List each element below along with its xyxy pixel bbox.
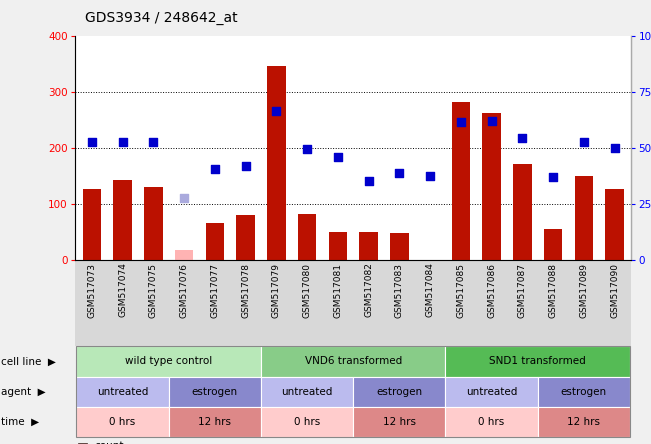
Bar: [267, 66, 286, 260]
Point: [363, 178, 374, 185]
Text: 0 hrs: 0 hrs: [478, 417, 505, 427]
Point: [210, 165, 220, 172]
Bar: [175, 250, 193, 260]
Text: wild type control: wild type control: [125, 357, 212, 366]
Bar: [390, 234, 409, 260]
Text: SND1 transformed: SND1 transformed: [490, 357, 586, 366]
Bar: [359, 232, 378, 260]
Text: estrogen: estrogen: [376, 387, 422, 396]
Text: untreated: untreated: [281, 387, 333, 396]
Text: GDS3934 / 248642_at: GDS3934 / 248642_at: [85, 11, 237, 25]
Point: [117, 139, 128, 146]
Point: [517, 134, 527, 141]
Point: [148, 139, 158, 146]
Text: 0 hrs: 0 hrs: [294, 417, 320, 427]
Point: [486, 117, 497, 124]
Text: untreated: untreated: [466, 387, 518, 396]
Point: [579, 139, 589, 146]
Bar: [482, 113, 501, 260]
Point: [87, 139, 97, 146]
Text: cell line  ▶: cell line ▶: [1, 357, 56, 366]
Point: [394, 169, 404, 176]
Text: agent  ▶: agent ▶: [1, 387, 46, 396]
Text: count: count: [94, 441, 124, 444]
Point: [333, 154, 343, 161]
Bar: [605, 189, 624, 260]
Text: VND6 transformed: VND6 transformed: [305, 357, 402, 366]
Bar: [452, 102, 470, 260]
Point: [548, 173, 559, 180]
Text: estrogen: estrogen: [561, 387, 607, 396]
Bar: [298, 214, 316, 260]
Bar: [329, 232, 347, 260]
Text: time  ▶: time ▶: [1, 417, 40, 427]
Point: [609, 144, 620, 151]
Text: 12 hrs: 12 hrs: [567, 417, 600, 427]
Text: 12 hrs: 12 hrs: [383, 417, 416, 427]
Point: [425, 172, 436, 179]
Text: 0 hrs: 0 hrs: [109, 417, 135, 427]
Point: [271, 107, 281, 115]
Bar: [83, 189, 101, 260]
Bar: [236, 215, 255, 260]
Text: 12 hrs: 12 hrs: [199, 417, 231, 427]
Point: [179, 194, 189, 202]
Bar: [144, 187, 163, 260]
Point: [240, 163, 251, 170]
Text: untreated: untreated: [97, 387, 148, 396]
Bar: [113, 180, 132, 260]
Bar: [513, 164, 531, 260]
Point: [456, 119, 466, 126]
Point: [302, 145, 312, 152]
Bar: [206, 223, 224, 260]
Text: estrogen: estrogen: [192, 387, 238, 396]
Bar: [544, 229, 562, 260]
Bar: [575, 176, 593, 260]
